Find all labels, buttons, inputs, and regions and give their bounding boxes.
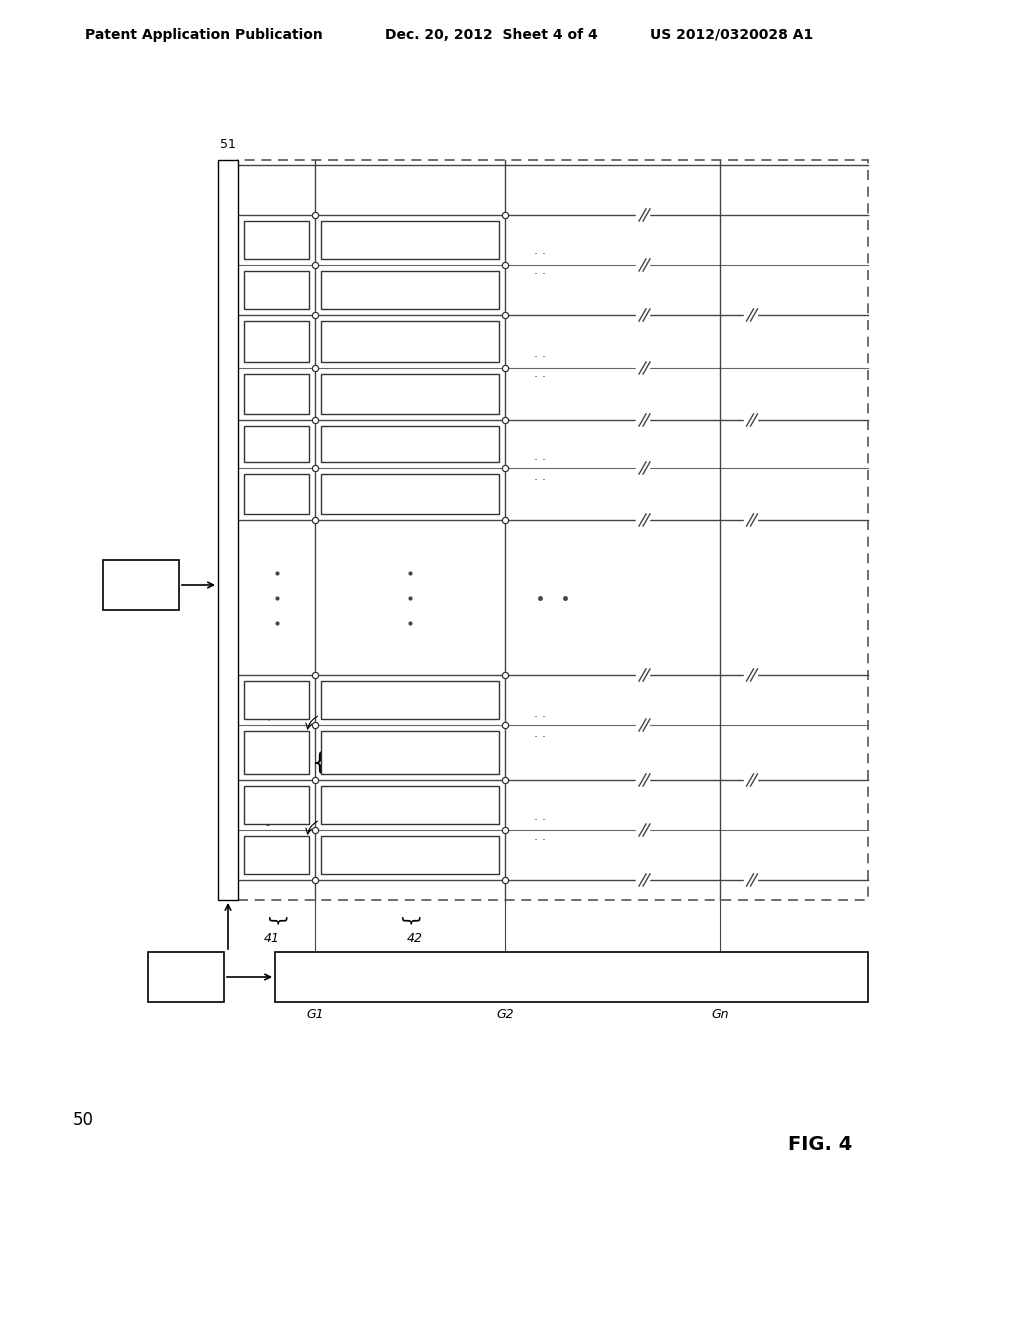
Text: G2: G2 [497,1007,514,1020]
Bar [244,271,309,309]
Text: Gn: Gn [712,1007,729,1020]
Text: 57: 57 [176,969,196,985]
Text: D: D [243,285,250,294]
Text: 3: 3 [266,751,270,758]
Bar [244,374,309,414]
Bar [321,785,499,824]
Bar [148,952,224,1002]
Text: 1: 1 [250,853,255,862]
Text: D: D [243,235,250,244]
Text: US 2012/0320028 A1: US 2012/0320028 A1 [650,28,813,42]
Bar [321,474,499,513]
Text: {: { [400,912,420,924]
Text: · ·: · · [534,813,546,826]
Bar [321,731,499,774]
Bar [321,321,499,362]
Bar [275,952,868,1002]
Text: · ·: · · [534,248,546,261]
Text: 4: 4 [250,697,255,706]
Text: 53: 53 [131,578,151,593]
Text: 2m: 2m [250,239,260,244]
Text: 1: 1 [266,854,270,861]
Text: {: { [312,751,328,775]
Bar [244,785,309,824]
Bar [244,681,309,719]
Text: 43: 43 [275,746,291,759]
Text: 50: 50 [73,1111,94,1129]
Text: · ·: · · [534,711,546,723]
Text: FIG. 4: FIG. 4 [787,1135,852,1155]
Bar [244,426,309,462]
Bar [244,836,309,874]
Text: D: D [243,696,251,705]
Text: · ·: · · [534,454,546,466]
Bar [321,426,499,462]
Bar [321,836,499,874]
Text: · ·: · · [534,474,546,487]
Text: T: T [260,817,266,828]
Text: · ·: · · [534,351,546,364]
Text: Patent Application Publication: Patent Application Publication [85,28,323,42]
Text: T: T [260,850,266,861]
Bar [238,160,868,900]
Text: G1: G1 [306,1007,324,1020]
Text: T: T [260,711,266,722]
Bar [244,474,309,513]
Text: 2m-1: 2m-1 [250,289,266,294]
Bar [321,220,499,259]
Text: · ·: · · [534,268,546,281]
Text: {: { [267,912,286,924]
Text: Dec. 20, 2012  Sheet 4 of 4: Dec. 20, 2012 Sheet 4 of 4 [385,28,598,42]
Text: {: { [287,746,303,770]
Text: 2: 2 [266,821,270,828]
Text: 4: 4 [266,715,270,722]
Bar [321,374,499,414]
Bar [244,220,309,259]
Text: 44: 44 [325,751,341,764]
Text: 55: 55 [562,969,582,985]
Text: 3: 3 [250,750,255,759]
Text: · ·: · · [534,731,546,744]
Bar [103,560,179,610]
Text: 51: 51 [220,139,236,152]
Bar [244,731,309,774]
Bar [218,160,238,900]
Text: 2: 2 [250,803,255,812]
Text: · ·: · · [534,833,546,846]
Text: 41: 41 [263,932,280,945]
Bar [321,681,499,719]
Text: D: D [243,850,251,861]
Text: · ·: · · [534,371,546,384]
Text: D: D [243,800,251,810]
Text: 42: 42 [407,932,423,945]
Bar [244,321,309,362]
Bar [321,271,499,309]
Text: D: D [243,747,251,758]
Text: T: T [260,747,266,758]
